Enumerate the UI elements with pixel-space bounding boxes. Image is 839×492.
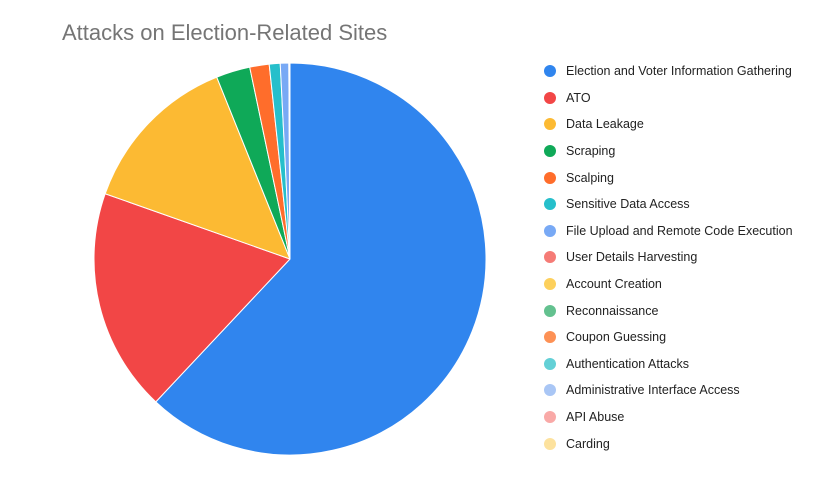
- legend-item: Carding: [544, 430, 834, 457]
- legend-label: Coupon Guessing: [566, 330, 667, 345]
- legend-item: Coupon Guessing: [544, 324, 834, 351]
- chart-legend: Election and Voter Information Gathering…: [544, 58, 834, 457]
- legend-item: Reconnaissance: [544, 297, 834, 324]
- legend-swatch: [544, 91, 556, 104]
- legend-item: User Details Harvesting: [544, 244, 834, 271]
- legend-swatch: [544, 198, 556, 211]
- legend-swatch: [544, 278, 556, 291]
- legend-item: Authentication Attacks: [544, 351, 834, 378]
- legend-item: Election and Voter Information Gathering: [544, 58, 834, 85]
- legend-label: Carding: [566, 436, 610, 451]
- legend-item: Sensitive Data Access: [544, 191, 834, 218]
- legend-swatch: [544, 251, 556, 264]
- legend-label: Reconnaissance: [566, 303, 659, 318]
- legend-swatch: [544, 224, 556, 237]
- legend-item: Account Creation: [544, 271, 834, 298]
- legend-swatch: [544, 331, 556, 344]
- legend-label: Scraping: [566, 144, 616, 159]
- legend-item: Scraping: [544, 138, 834, 165]
- legend-swatch: [544, 171, 556, 184]
- legend-label: Election and Voter Information Gathering: [566, 64, 792, 79]
- legend-label: Authentication Attacks: [566, 356, 689, 371]
- legend-swatch: [544, 145, 556, 158]
- legend-label: Data Leakage: [566, 117, 644, 132]
- legend-swatch: [544, 118, 556, 131]
- legend-item: API Abuse: [544, 404, 834, 431]
- pie-chart: [93, 62, 487, 456]
- legend-label: User Details Harvesting: [566, 250, 698, 265]
- legend-swatch: [544, 384, 556, 397]
- legend-item: ATO: [544, 85, 834, 112]
- legend-item: Data Leakage: [544, 111, 834, 138]
- legend-swatch: [544, 65, 556, 78]
- legend-label: API Abuse: [566, 410, 625, 425]
- legend-swatch: [544, 411, 556, 424]
- legend-label: Scalping: [566, 170, 614, 185]
- legend-swatch: [544, 357, 556, 370]
- legend-swatch: [544, 304, 556, 317]
- legend-label: Account Creation: [566, 277, 662, 292]
- legend-swatch: [544, 437, 556, 450]
- legend-item: Administrative Interface Access: [544, 377, 834, 404]
- legend-label: Administrative Interface Access: [566, 383, 740, 398]
- pie-slice: [155, 62, 487, 456]
- legend-item: Scalping: [544, 164, 834, 191]
- legend-label: ATO: [566, 90, 591, 105]
- legend-item: File Upload and Remote Code Execution: [544, 218, 834, 245]
- pie-slice: [93, 193, 291, 403]
- legend-label: File Upload and Remote Code Execution: [566, 223, 793, 238]
- pie-slice: [104, 76, 291, 260]
- legend-label: Sensitive Data Access: [566, 197, 690, 212]
- chart-title: Attacks on Election-Related Sites: [62, 20, 388, 45]
